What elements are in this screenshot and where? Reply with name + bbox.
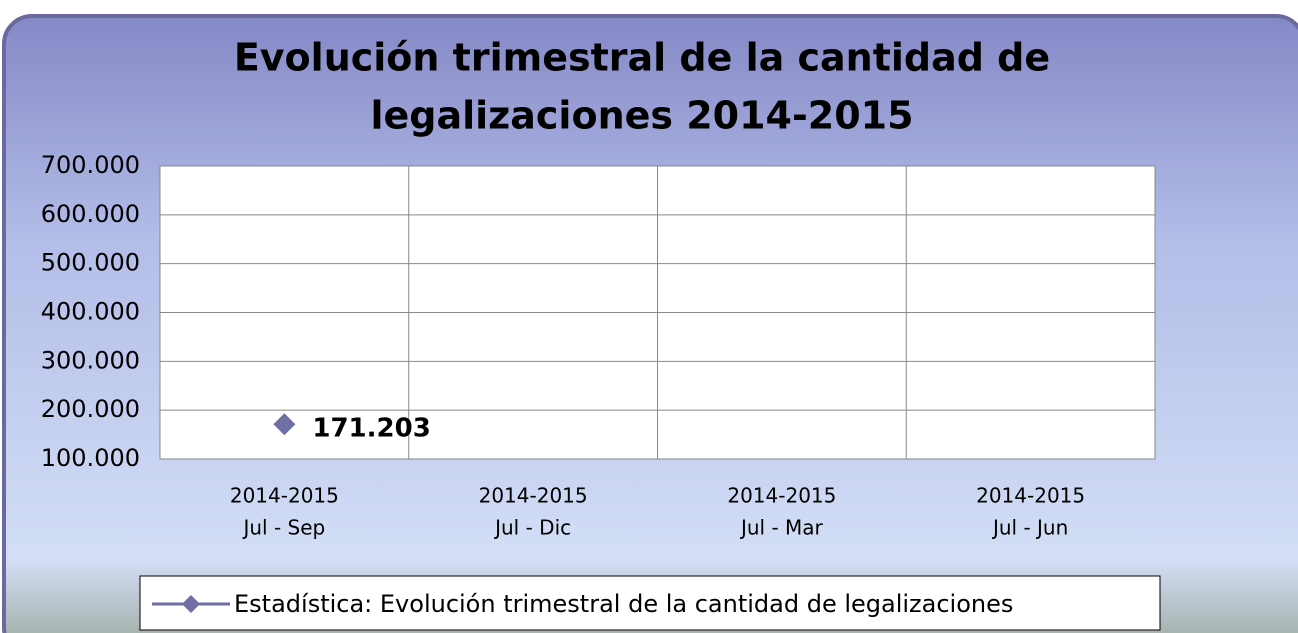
x-tick-label: Jul - Dic <box>493 516 571 540</box>
x-tick-label: Jul - Jun <box>991 516 1068 540</box>
x-tick-label: Jul - Sep <box>241 516 325 540</box>
x-tick-label: 2014-2015 <box>230 484 339 508</box>
x-tick-label: 2014-2015 <box>479 484 588 508</box>
chart-title: legalizaciones 2014-2015 <box>370 94 913 138</box>
y-tick-label: 100.000 <box>41 444 140 472</box>
x-tick-label: 2014-2015 <box>727 484 836 508</box>
y-tick-label: 600.000 <box>41 200 140 228</box>
data-point <box>273 413 296 436</box>
data-label: 171.203 <box>312 414 430 444</box>
legend <box>139 575 1161 631</box>
chart-title: Evolución trimestral de la cantidad de <box>234 36 1050 80</box>
x-tick-label: Jul - Mar <box>739 516 824 540</box>
y-tick-label: 200.000 <box>41 395 140 423</box>
legend-marker <box>182 595 200 613</box>
y-tick-label: 500.000 <box>41 249 140 277</box>
x-tick-label: 2014-2015 <box>976 484 1085 508</box>
legend-label: Estadística: Evolución trimestral de la … <box>234 590 1013 618</box>
y-tick-label: 300.000 <box>41 346 140 374</box>
y-tick-label: 400.000 <box>41 298 140 326</box>
y-tick-label: 700.000 <box>41 151 140 179</box>
